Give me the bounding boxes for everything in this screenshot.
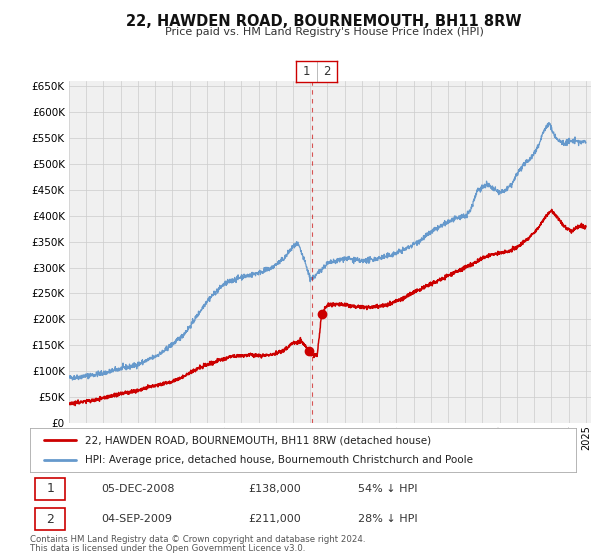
Text: This data is licensed under the Open Government Licence v3.0.: This data is licensed under the Open Gov… (30, 544, 305, 553)
Text: £211,000: £211,000 (248, 514, 301, 524)
Text: £138,000: £138,000 (248, 484, 301, 494)
Text: 2: 2 (323, 65, 331, 78)
Text: Contains HM Land Registry data © Crown copyright and database right 2024.: Contains HM Land Registry data © Crown c… (30, 535, 365, 544)
Text: Price paid vs. HM Land Registry's House Price Index (HPI): Price paid vs. HM Land Registry's House … (164, 27, 484, 37)
Text: 22, HAWDEN ROAD, BOURNEMOUTH, BH11 8RW (detached house): 22, HAWDEN ROAD, BOURNEMOUTH, BH11 8RW (… (85, 435, 431, 445)
Text: 04-SEP-2009: 04-SEP-2009 (101, 514, 172, 524)
Text: 2: 2 (47, 512, 55, 526)
FancyBboxPatch shape (35, 508, 65, 530)
Text: 28% ↓ HPI: 28% ↓ HPI (358, 514, 417, 524)
Text: 1: 1 (303, 65, 310, 78)
FancyBboxPatch shape (35, 478, 65, 500)
Text: 54% ↓ HPI: 54% ↓ HPI (358, 484, 417, 494)
Text: 1: 1 (47, 482, 55, 496)
Text: 05-DEC-2008: 05-DEC-2008 (101, 484, 175, 494)
Text: HPI: Average price, detached house, Bournemouth Christchurch and Poole: HPI: Average price, detached house, Bour… (85, 455, 473, 465)
Text: 22, HAWDEN ROAD, BOURNEMOUTH, BH11 8RW: 22, HAWDEN ROAD, BOURNEMOUTH, BH11 8RW (126, 14, 522, 29)
